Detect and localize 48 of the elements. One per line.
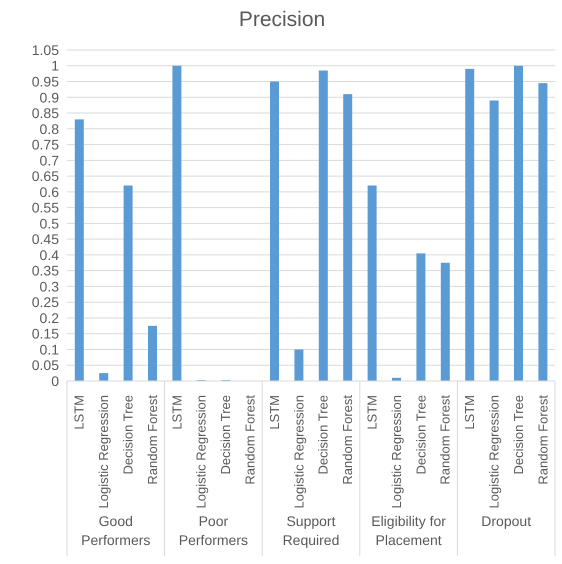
x-tick-label: LSTM	[462, 395, 478, 430]
y-tick-label: 0.95	[32, 73, 60, 90]
y-tick-label: 0.5	[40, 215, 60, 232]
x-tick-label: LSTM	[169, 395, 184, 430]
x-tick-label: LSTM	[364, 395, 380, 430]
y-tick-label: 0.55	[32, 200, 60, 216]
x-tick-label: Logistic Regression	[388, 395, 404, 508]
text: Support Required	[282, 512, 340, 550]
y-tick-label: 0.15	[32, 326, 60, 342]
y-tick-label: 0.8	[40, 120, 60, 137]
x-tick-label: LSTM	[72, 395, 87, 430]
text: Good Performers	[80, 512, 152, 550]
y-tick-label: 0.7	[40, 152, 60, 168]
y-tick-label: 0.85	[32, 105, 60, 122]
y-tick-label: 0.25	[32, 294, 60, 310]
y-tick-label: 0.6	[40, 184, 60, 200]
x-tick-label: Random Forest	[340, 394, 356, 485]
x-tick-label: Random Forest	[144, 394, 160, 485]
x-tick-label: Decision Tree	[218, 395, 234, 474]
x-tick-label: Logistic Regression	[486, 395, 502, 508]
y-tick-label: 0.35	[32, 262, 60, 279]
y-tick-label: 0.1	[40, 341, 60, 358]
x-tick-label: Decision Tree	[120, 395, 136, 474]
x-tick-label: Random Forest	[242, 394, 258, 485]
y-tick-label: 1.05	[32, 42, 60, 58]
y-tick-label: 0.75	[32, 136, 60, 153]
y-tick-label: 0	[51, 372, 60, 389]
x-tick-label: Logistic Regression	[96, 395, 112, 508]
x-tick-label: LSTM	[266, 395, 282, 430]
text: Eligibility for Placement	[370, 512, 447, 550]
text: Poor Performers	[178, 512, 249, 550]
y-tick-label: 0.2	[40, 310, 60, 326]
x-tick-label: Logistic Regression	[194, 395, 209, 508]
y-tick-label: 0.05	[32, 357, 60, 374]
chart-title: Precision	[238, 8, 326, 32]
y-tick-label: 0.4	[40, 246, 60, 263]
x-tick-label: Decision Tree	[510, 395, 526, 474]
x-tick-label: Decision Tree	[316, 395, 331, 474]
x-tick-label: Decision Tree	[413, 395, 428, 474]
x-tick-label: Logistic Regression	[291, 395, 306, 508]
y-tick-label: 0.9	[40, 89, 60, 106]
x-tick-label: Random Forest	[535, 394, 550, 485]
x-tick-label: Random Forest	[438, 394, 453, 485]
y-tick-label: 1	[51, 58, 60, 74]
y-tick-label: 0.45	[32, 231, 60, 248]
y-tick-label: 0.3	[40, 278, 60, 294]
y-tick-label: 0.65	[32, 168, 60, 184]
text: Dropout	[480, 512, 532, 531]
